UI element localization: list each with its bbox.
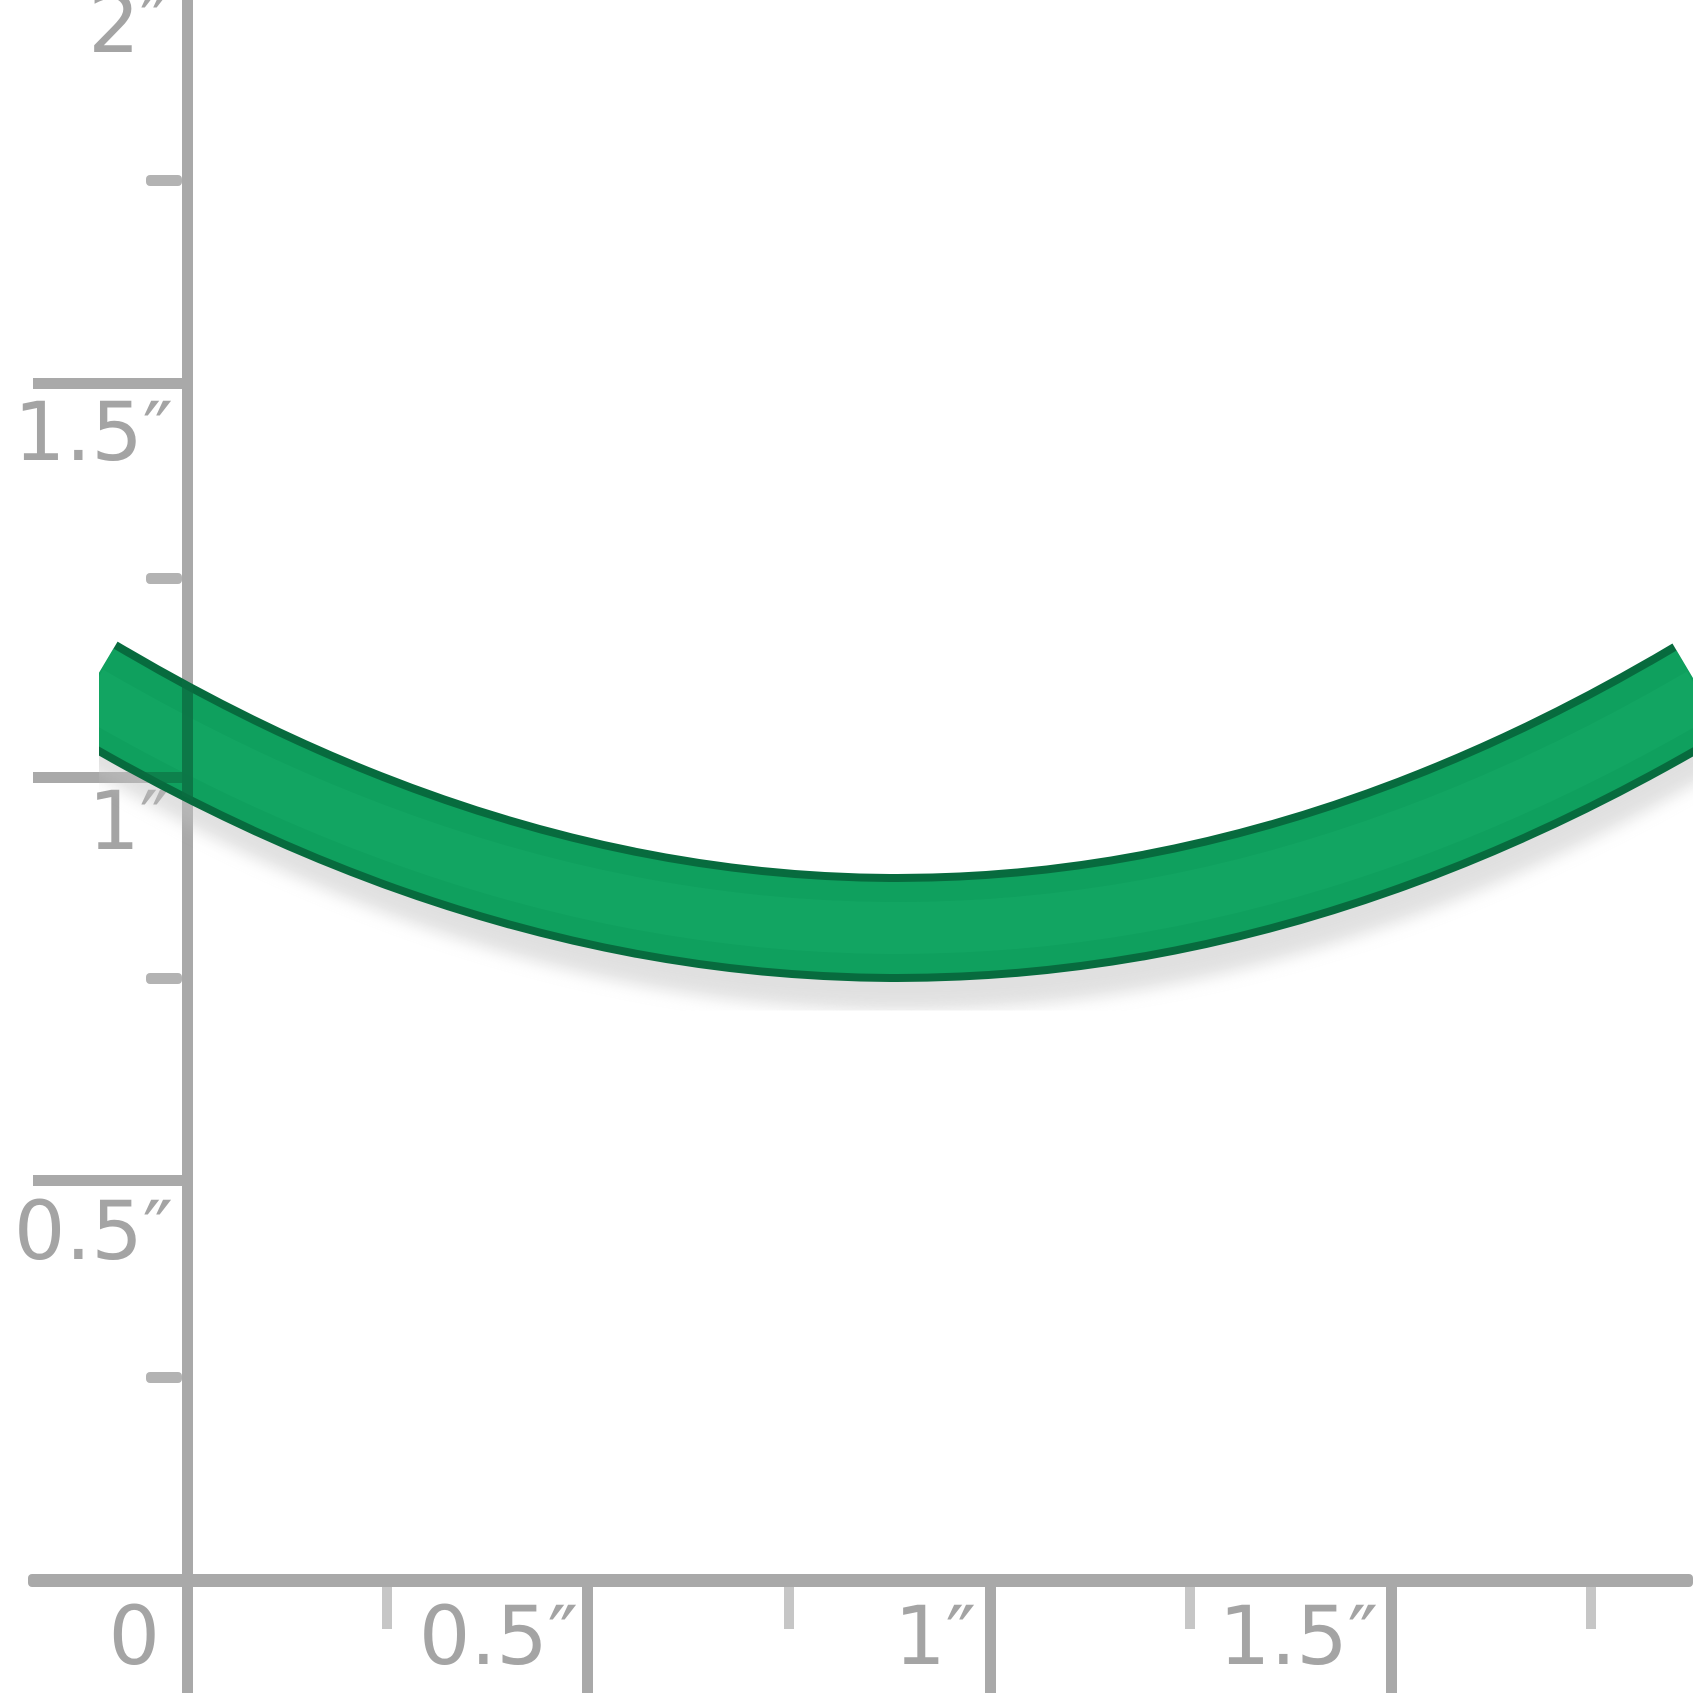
tick-h-0_25in bbox=[382, 1587, 392, 1629]
tick-1_5in bbox=[33, 378, 182, 389]
tick-h-1_5in bbox=[1386, 1587, 1397, 1693]
v-label-0_5in: 0.5″ bbox=[14, 1185, 173, 1279]
tick-0_75in bbox=[146, 973, 182, 984]
h-label-1_5in: 1.5″ bbox=[1219, 1590, 1378, 1684]
tick-0_5in bbox=[33, 1175, 182, 1186]
h-label-0_5in: 0.5″ bbox=[419, 1590, 578, 1684]
vertical-minor-ticks bbox=[146, 175, 182, 1383]
tick-h-1_25in bbox=[1185, 1587, 1195, 1629]
ruler-overlay: 2″ 1.5″ 1″ 0.5″ 0 0.5″ 1″ 1.5″ bbox=[14, 0, 1693, 1693]
green-cord bbox=[99, 641, 1693, 982]
v-label-2in: 2″ bbox=[88, 0, 170, 72]
h-label-1in: 1″ bbox=[894, 1590, 976, 1684]
cord-highlight bbox=[99, 669, 1693, 954]
v-label-1_5in: 1.5″ bbox=[14, 386, 173, 480]
tick-h-0_75in bbox=[784, 1587, 794, 1629]
tick-h-0_5in bbox=[582, 1587, 593, 1693]
tick-0_25in bbox=[146, 1372, 182, 1383]
horizontal-ruler-line bbox=[28, 1574, 1693, 1587]
tick-h-1in bbox=[985, 1587, 996, 1693]
vertical-line-stripe-on-cord bbox=[182, 631, 193, 890]
horizontal-major-ticks bbox=[582, 1587, 1397, 1693]
h-label-0: 0 bbox=[108, 1590, 160, 1684]
horizontal-minor-ticks bbox=[382, 1587, 1596, 1629]
vertical-ruler-line bbox=[182, 0, 193, 1693]
tick-1_25in bbox=[146, 573, 182, 584]
horizontal-ruler-labels: 0 0.5″ 1″ 1.5″ bbox=[108, 1590, 1378, 1684]
vertical-ruler-labels: 2″ 1.5″ 1″ 0.5″ bbox=[14, 0, 173, 1279]
tick-1_75in bbox=[146, 175, 182, 186]
tick-h-1_75in bbox=[1586, 1587, 1596, 1629]
